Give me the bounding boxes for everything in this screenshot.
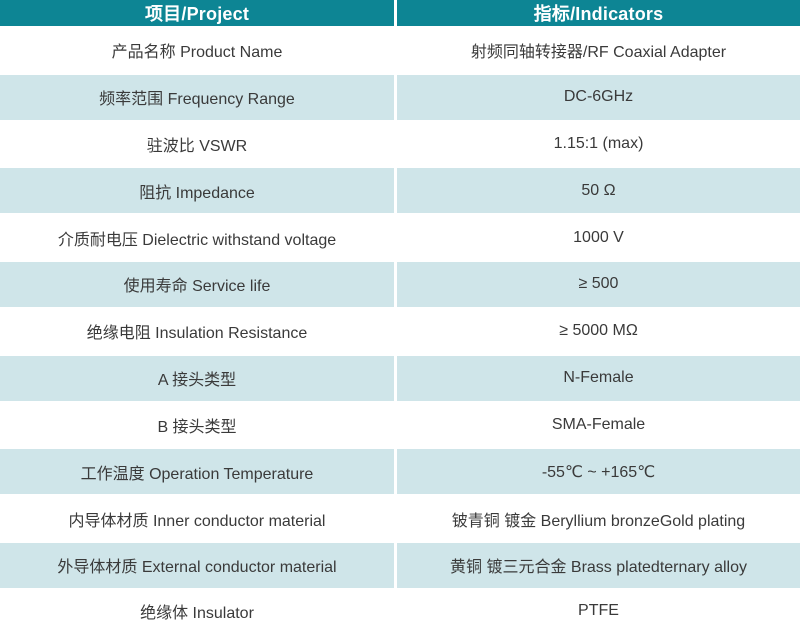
indicator-cell: SMA-Female <box>397 402 800 450</box>
project-cell: 阻抗 Impedance <box>0 168 397 216</box>
indicator-cell: 射频同轴转接器/RF Coaxial Adapter <box>397 28 800 75</box>
indicator-cell: ≥ 500 <box>397 262 800 309</box>
table-row: B 接头类型 SMA-Female <box>0 402 800 450</box>
project-cell: 内导体材质 Inner conductor material <box>0 496 397 543</box>
project-cell: B 接头类型 <box>0 402 397 450</box>
table-row: 绝缘电阻 Insulation Resistance ≥ 5000 MΩ <box>0 308 800 356</box>
table-row: 工作温度 Operation Temperature -55℃ ~ +165℃ <box>0 449 800 497</box>
indicator-cell: 铍青铜 镀金 Beryllium bronzeGold plating <box>397 496 800 543</box>
indicator-cell: 1000 V <box>397 215 800 263</box>
project-cell: 驻波比 VSWR <box>0 121 397 169</box>
table-row: 介质耐电压 Dielectric withstand voltage 1000 V <box>0 215 800 263</box>
indicator-cell: -55℃ ~ +165℃ <box>397 449 800 497</box>
header-cell-indicators: 指标/Indicators <box>397 0 800 28</box>
table-row: 产品名称 Product Name 射频同轴转接器/RF Coaxial Adap… <box>0 28 800 75</box>
project-cell: 工作温度 Operation Temperature <box>0 449 397 497</box>
table-row: 使用寿命 Service life ≥ 500 <box>0 262 800 309</box>
project-cell: 外导体材质 External conductor material <box>0 542 397 590</box>
spec-table-header: 项目/Project 指标/Indicators <box>0 0 800 28</box>
indicator-cell: 50 Ω <box>397 168 800 216</box>
header-row: 项目/Project 指标/Indicators <box>0 0 800 28</box>
table-row: 外导体材质 External conductor material 黄铜 镀三元合… <box>0 542 800 590</box>
table-row: 频率范围 Frequency Range DC-6GHz <box>0 74 800 122</box>
project-cell: 绝缘体 Insulator <box>0 589 397 633</box>
project-cell: 频率范围 Frequency Range <box>0 74 397 122</box>
project-cell: 绝缘电阻 Insulation Resistance <box>0 308 397 356</box>
table-row: 绝缘体 Insulator PTFE <box>0 589 800 633</box>
indicator-cell: DC-6GHz <box>397 74 800 122</box>
indicator-cell: 1.15:1 (max) <box>397 121 800 169</box>
spec-table-body: 产品名称 Product Name 射频同轴转接器/RF Coaxial Adap… <box>0 28 800 633</box>
project-cell: A 接头类型 <box>0 355 397 403</box>
project-cell: 使用寿命 Service life <box>0 262 397 309</box>
indicator-cell: 黄铜 镀三元合金 Brass platedternary alloy <box>397 542 800 590</box>
table-row: 驻波比 VSWR 1.15:1 (max) <box>0 121 800 169</box>
project-cell: 产品名称 Product Name <box>0 28 397 75</box>
header-cell-project: 项目/Project <box>0 0 397 28</box>
table-row: 阻抗 Impedance 50 Ω <box>0 168 800 216</box>
indicator-cell: ≥ 5000 MΩ <box>397 308 800 356</box>
indicator-cell: N-Female <box>397 355 800 403</box>
project-cell: 介质耐电压 Dielectric withstand voltage <box>0 215 397 263</box>
table-row: 内导体材质 Inner conductor material 铍青铜 镀金 Ber… <box>0 496 800 543</box>
indicator-cell: PTFE <box>397 589 800 633</box>
table-row: A 接头类型 N-Female <box>0 355 800 403</box>
